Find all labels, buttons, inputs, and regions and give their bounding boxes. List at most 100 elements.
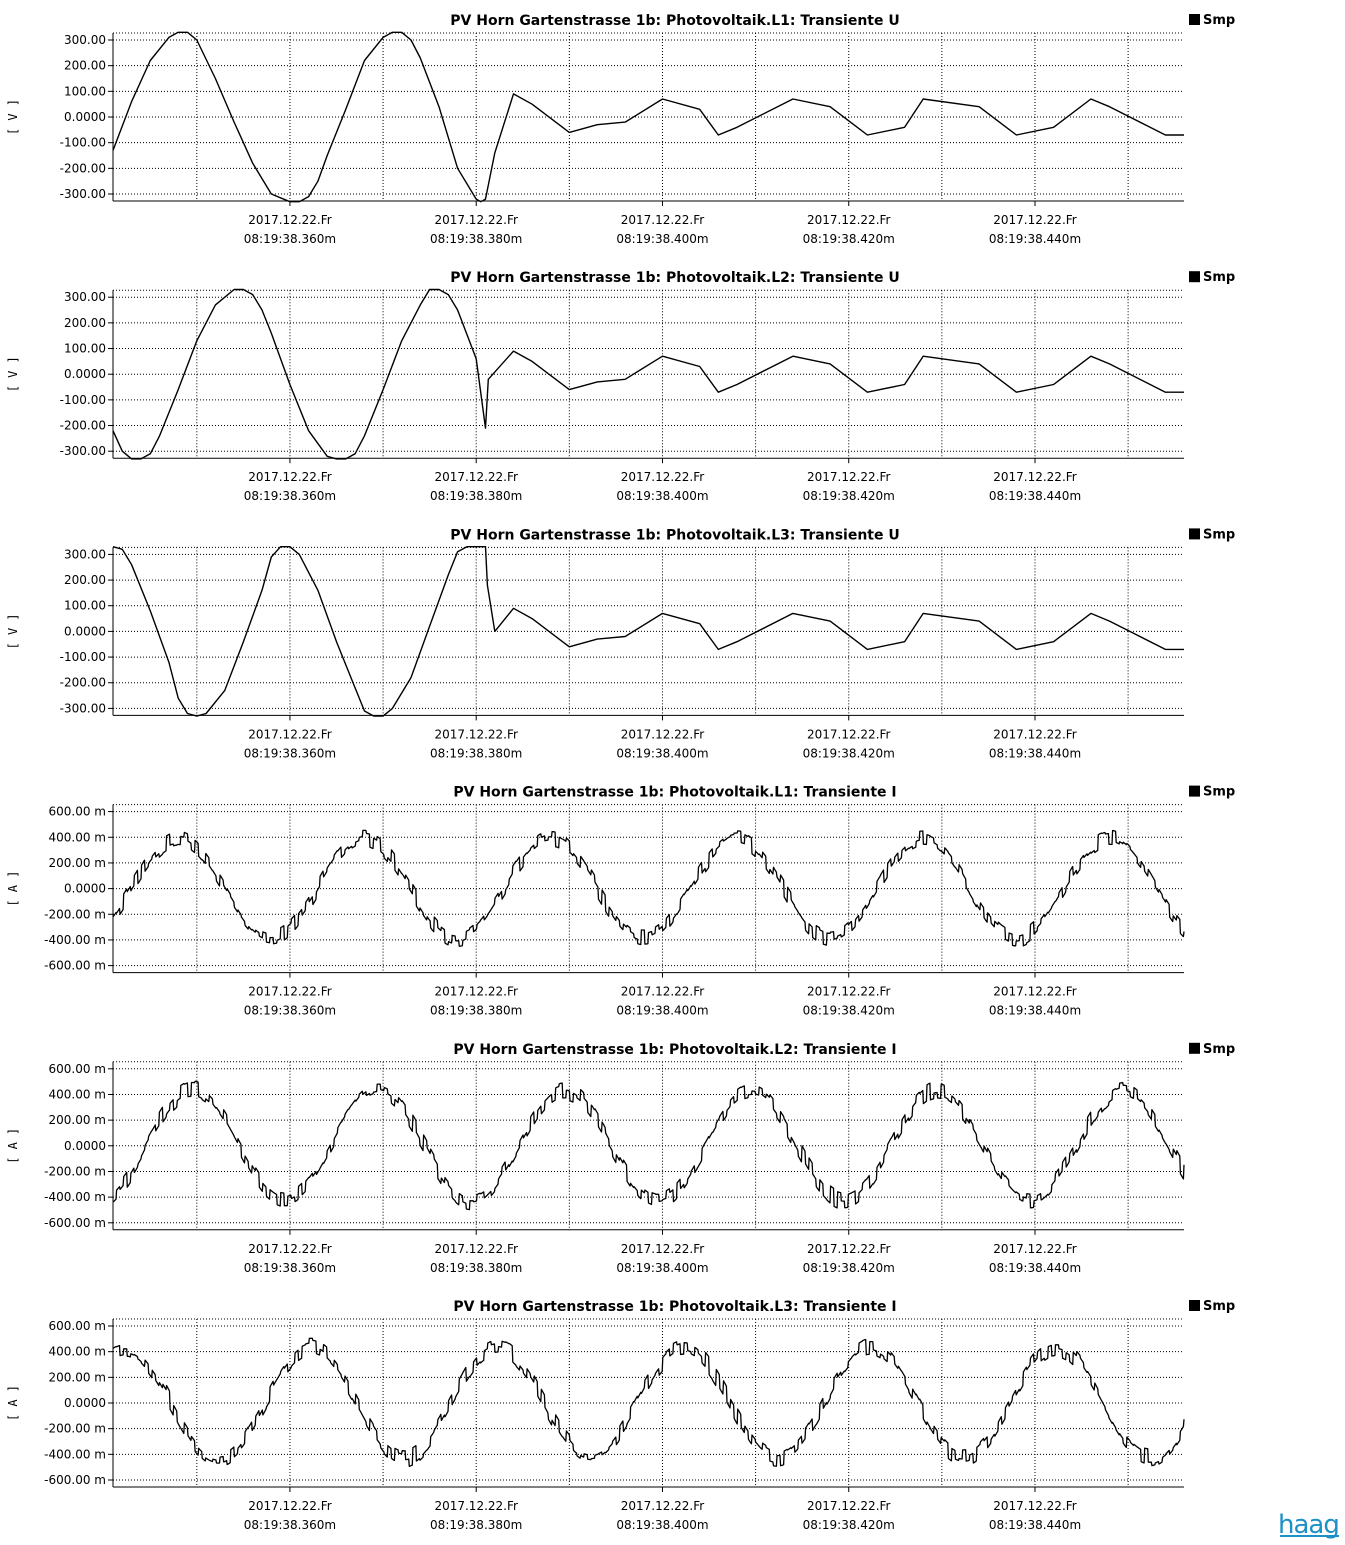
y-tick-label: -400.00 m — [44, 933, 106, 947]
series-line — [112, 288, 1184, 460]
x-tick-date: 2017.12.22.Fr — [434, 1242, 518, 1256]
series-line — [112, 1337, 1185, 1467]
x-tick-date: 2017.12.22.Fr — [807, 727, 891, 741]
y-tick-label: -200.00 — [60, 676, 106, 690]
y-tick-label: 400.00 m — [49, 830, 107, 844]
series-line — [112, 1080, 1185, 1211]
y-tick-label: -200.00 m — [44, 1422, 106, 1436]
x-tick-date: 2017.12.22.Fr — [434, 213, 518, 227]
x-tick-date: 2017.12.22.Fr — [993, 727, 1077, 741]
x-tick-date: 2017.12.22.Fr — [993, 470, 1077, 484]
x-tick-time: 08:19:38.380m — [430, 746, 522, 760]
x-tick-date: 2017.12.22.Fr — [993, 1499, 1077, 1513]
x-tick-time: 08:19:38.380m — [430, 1261, 522, 1275]
legend-label: Smp — [1203, 527, 1235, 542]
y-tick-label: 400.00 m — [49, 1345, 107, 1359]
y-tick-label: 100.00 — [64, 599, 106, 613]
y-tick-label: 0.0000 — [64, 1139, 106, 1153]
y-tick-label: 0.0000 — [64, 1396, 106, 1410]
legend-label: Smp — [1203, 785, 1235, 800]
y-tick-label: 0.0000 — [64, 110, 106, 124]
x-tick-time: 08:19:38.380m — [430, 1004, 522, 1018]
legend-label: Smp — [1203, 1042, 1235, 1057]
x-tick-time: 08:19:38.360m — [244, 489, 336, 503]
x-tick-date: 2017.12.22.Fr — [807, 1499, 891, 1513]
x-tick-time: 08:19:38.360m — [244, 1261, 336, 1275]
y-tick-label: 0.0000 — [64, 882, 106, 896]
x-tick-time: 08:19:38.420m — [803, 489, 895, 503]
y-tick-label: -200.00 — [60, 419, 106, 433]
y-tick-label: -200.00 m — [44, 907, 106, 921]
x-tick-date: 2017.12.22.Fr — [248, 213, 332, 227]
y-tick-label: 600.00 m — [49, 805, 107, 819]
x-tick-date: 2017.12.22.Fr — [434, 727, 518, 741]
x-tick-time: 08:19:38.440m — [989, 1004, 1081, 1018]
x-tick-time: 08:19:38.360m — [244, 232, 336, 246]
y-tick-label: 200.00 m — [49, 1370, 107, 1384]
y-tick-label: -200.00 m — [44, 1164, 106, 1178]
y-tick-label: -400.00 m — [44, 1447, 106, 1461]
y-tick-label: -300.00 — [60, 187, 106, 201]
y-tick-label: -400.00 m — [44, 1190, 106, 1204]
x-tick-date: 2017.12.22.Fr — [807, 1242, 891, 1256]
y-tick-label: -100.00 — [60, 136, 106, 150]
y-tick-label: -100.00 — [60, 393, 106, 407]
chart-title: PV Horn Gartenstrasse 1b: Photovoltaik.L… — [450, 13, 899, 29]
x-tick-time: 08:19:38.440m — [989, 1261, 1081, 1275]
y-tick-label: 400.00 m — [49, 1087, 107, 1101]
x-tick-time: 08:19:38.360m — [244, 1518, 336, 1532]
y-tick-label: 200.00 — [64, 316, 106, 330]
y-tick-label: -300.00 — [60, 701, 106, 715]
legend-label: Smp — [1203, 13, 1235, 28]
y-axis-label: [ V ] — [6, 99, 20, 135]
series-line — [112, 829, 1185, 947]
x-tick-time: 08:19:38.400m — [616, 1518, 708, 1532]
legend-swatch — [1189, 528, 1200, 540]
series-line — [112, 546, 1184, 717]
chart-title: PV Horn Gartenstrasse 1b: Photovoltaik.L… — [453, 785, 896, 801]
x-tick-time: 08:19:38.420m — [803, 1004, 895, 1018]
x-tick-date: 2017.12.22.Fr — [993, 985, 1077, 999]
x-tick-time: 08:19:38.440m — [989, 489, 1081, 503]
y-tick-label: 0.0000 — [64, 367, 106, 381]
x-tick-time: 08:19:38.420m — [803, 232, 895, 246]
x-tick-time: 08:19:38.400m — [616, 489, 708, 503]
chart-title: PV Horn Gartenstrasse 1b: Photovoltaik.L… — [453, 1042, 896, 1058]
chart-title: PV Horn Gartenstrasse 1b: Photovoltaik.L… — [450, 270, 899, 286]
y-tick-label: 600.00 m — [49, 1319, 107, 1333]
legend-swatch — [1189, 271, 1200, 283]
x-tick-time: 08:19:38.420m — [803, 1518, 895, 1532]
x-tick-time: 08:19:38.420m — [803, 746, 895, 760]
chart-title: PV Horn Gartenstrasse 1b: Photovoltaik.L… — [450, 527, 899, 543]
legend-swatch — [1189, 785, 1200, 797]
x-tick-time: 08:19:38.400m — [616, 1261, 708, 1275]
x-tick-date: 2017.12.22.Fr — [993, 1242, 1077, 1256]
chart-title: PV Horn Gartenstrasse 1b: Photovoltaik.L… — [453, 1299, 896, 1315]
y-tick-label: 600.00 m — [49, 1062, 107, 1076]
y-tick-label: -600.00 m — [44, 1216, 106, 1230]
x-tick-date: 2017.12.22.Fr — [248, 1499, 332, 1513]
y-tick-label: 300.00 — [64, 290, 106, 304]
x-tick-time: 08:19:38.360m — [244, 746, 336, 760]
y-tick-label: 100.00 — [64, 84, 106, 98]
y-axis-label: [ A ] — [6, 871, 20, 907]
y-tick-label: 200.00 m — [49, 1113, 107, 1127]
y-axis-label: [ V ] — [6, 356, 20, 392]
y-tick-label: 300.00 — [64, 547, 106, 561]
y-tick-label: 0.0000 — [64, 624, 106, 638]
series-line — [112, 31, 1184, 203]
y-tick-label: -600.00 m — [44, 1473, 106, 1487]
x-tick-time: 08:19:38.380m — [430, 1518, 522, 1532]
x-tick-date: 2017.12.22.Fr — [621, 1499, 705, 1513]
chart-panel-6: PV Horn Gartenstrasse 1b: Photovoltaik.L… — [6, 1299, 1235, 1532]
x-tick-time: 08:19:38.440m — [989, 746, 1081, 760]
y-tick-label: -600.00 m — [44, 959, 106, 973]
legend-label: Smp — [1203, 1299, 1235, 1314]
x-tick-date: 2017.12.22.Fr — [807, 470, 891, 484]
x-tick-time: 08:19:38.380m — [430, 232, 522, 246]
y-tick-label: 200.00 — [64, 573, 106, 587]
x-tick-date: 2017.12.22.Fr — [434, 985, 518, 999]
y-tick-label: 200.00 — [64, 59, 106, 73]
x-tick-date: 2017.12.22.Fr — [248, 470, 332, 484]
legend-label: Smp — [1203, 270, 1235, 285]
